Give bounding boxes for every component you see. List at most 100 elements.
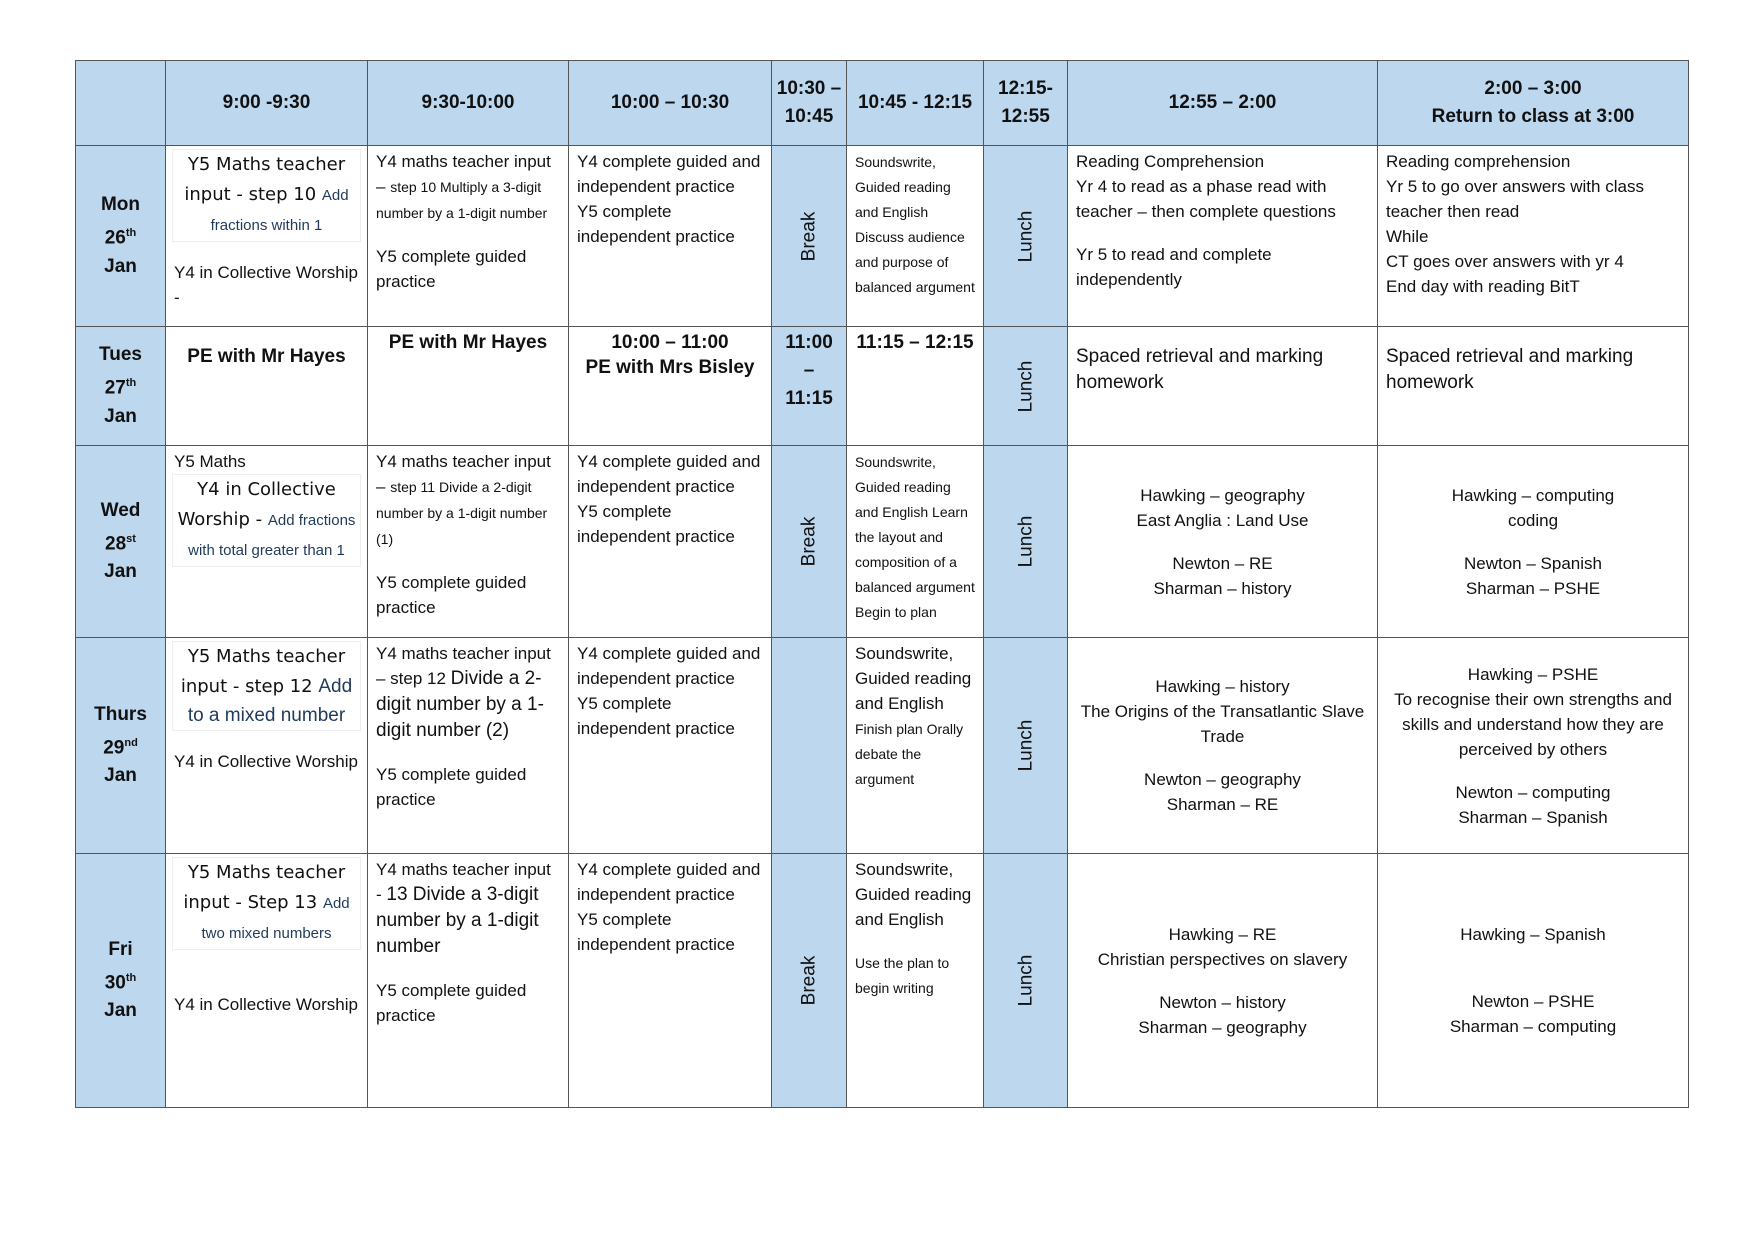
lesson-text: Sharman – Spanish bbox=[1386, 805, 1680, 830]
lesson-cell: Hawking – PSHE To recognise their own str… bbox=[1377, 637, 1689, 854]
blank-cell bbox=[771, 637, 847, 854]
text-run: Y5 Maths teacher input - step 10 bbox=[184, 154, 346, 205]
text-run: Sharman – history bbox=[1153, 578, 1292, 598]
lesson-cell: PE with Mr Hayes bbox=[165, 326, 368, 446]
text-run: Y5 Maths bbox=[174, 452, 246, 471]
lesson-text: Y5 complete guided practice bbox=[376, 762, 560, 812]
day-cell: Fri 30th Jan bbox=[75, 853, 166, 1108]
text-run: PE with Mr Hayes bbox=[388, 332, 548, 353]
text-run: Reading comprehension bbox=[1386, 152, 1571, 171]
lesson-text: Sharman – computing bbox=[1386, 1014, 1680, 1039]
day-name: Tues bbox=[99, 344, 142, 366]
lesson-text: While bbox=[1386, 224, 1680, 249]
day-cell: Thurs 29nd Jan bbox=[75, 637, 166, 854]
day-row: Tues 27th Jan PE with Mr Hayes PE with Mr Ha… bbox=[75, 326, 1689, 446]
text-run: Y4 in Collective Worship bbox=[174, 752, 358, 771]
lesson-text: Y5 complete independent practice bbox=[577, 907, 763, 957]
text-run: Y5 complete independent practice bbox=[577, 202, 735, 246]
lesson-text: Christian perspectives on slavery bbox=[1076, 947, 1369, 972]
text-run: Y4 maths teacher input - bbox=[376, 860, 551, 904]
time-slot-header: 9:00 -9:30 bbox=[165, 60, 368, 146]
band-label: Lunch bbox=[1015, 719, 1036, 772]
lesson-cell: Hawking – computing coding Newton – Spanis… bbox=[1377, 445, 1689, 638]
lesson-text: PE with Mr Hayes bbox=[174, 344, 359, 369]
text-run: Y4 maths teacher input – bbox=[376, 452, 551, 496]
text-run: Soundswrite, Guided reading and English bbox=[855, 860, 972, 929]
day-name: Thurs bbox=[94, 703, 147, 725]
lesson-text: Y5 complete independent practice bbox=[577, 199, 763, 249]
time-slot-header: 10:45 - 12:15 bbox=[846, 60, 984, 146]
text-run: Divide a 2-digit number by a 1-digit num… bbox=[376, 668, 544, 741]
text-run: End day with reading BitT bbox=[1386, 277, 1580, 296]
timetable: 9:00 -9:30 9:30-10:00 10:00 – 10:30 10:30 –… bbox=[75, 60, 1689, 1108]
lesson-text: Y4 complete guided and independent pract… bbox=[577, 149, 763, 199]
lesson-text: Y4 maths teacher input – step 11 Divide … bbox=[376, 449, 560, 552]
text-run: coding bbox=[1507, 510, 1559, 530]
text-run: CT goes over answers with yr 4 bbox=[1386, 252, 1624, 271]
lesson-cell: Soundswrite, Guided reading and English U… bbox=[846, 853, 984, 1108]
lesson-text: End day with reading BitT bbox=[1386, 274, 1680, 299]
break-time-label: – bbox=[803, 360, 815, 381]
text-run: PE with Mrs Bisley bbox=[585, 357, 755, 378]
lesson-text: Newton – Spanish bbox=[1386, 551, 1680, 576]
day-month: Jan bbox=[104, 255, 137, 277]
text-run: Y5 Maths teacher input - step 12 bbox=[180, 646, 346, 697]
lesson-text: Y5 Maths teacher input - Step 13 Add two… bbox=[172, 857, 361, 950]
lesson-cell: Reading Comprehension Yr 4 to read as a p… bbox=[1067, 145, 1378, 327]
lesson-cell: Hawking – RE Christian perspectives on sl… bbox=[1067, 853, 1378, 1108]
text-run: Spaced retrieval and marking homework bbox=[1076, 346, 1324, 393]
day-row: Fri 30th Jan Y5 Maths teacher input - Step … bbox=[75, 853, 1689, 1108]
lesson-text: Spaced retrieval and marking homework bbox=[1386, 344, 1680, 396]
lesson-text: Y4 in Collective Worship bbox=[174, 992, 359, 1017]
lesson-cell: Soundswrite, Guided reading and English F… bbox=[846, 637, 984, 854]
lesson-text: Y5 Maths teacher input - step 12 Add to … bbox=[172, 641, 361, 731]
day-date: 29nd bbox=[84, 729, 157, 762]
text-run: PE with Mr Hayes bbox=[187, 346, 346, 367]
time-slot-label: 12:55 – 2:00 bbox=[1168, 92, 1277, 113]
lesson-text: Y5 Maths bbox=[174, 449, 359, 474]
date-suffix: st bbox=[126, 532, 136, 545]
date-number: 30 bbox=[104, 972, 126, 994]
lesson-text: coding bbox=[1386, 508, 1680, 533]
text-run: Hawking – history bbox=[1155, 677, 1290, 696]
lesson-cell: 11:15 – 12:15 bbox=[846, 326, 984, 446]
lesson-text: Y4 complete guided and independent pract… bbox=[577, 857, 763, 907]
band-label: Lunch bbox=[1015, 210, 1036, 262]
text-run: While bbox=[1386, 227, 1429, 246]
lesson-text: 11:15 – 12:15 bbox=[855, 330, 975, 355]
day-cell: Tues 27th Jan bbox=[75, 326, 166, 446]
text-run: Y4 complete guided and independent pract… bbox=[577, 452, 761, 496]
text-run: Hawking – Spanish bbox=[1460, 925, 1606, 944]
time-slot-header: 2:00 – 3:00 Return to class at 3:00 bbox=[1377, 60, 1689, 146]
lesson-text: Y4 maths teacher input - 13 Divide a 3-d… bbox=[376, 857, 560, 960]
lesson-text: Soundswrite, Guided reading and English … bbox=[855, 149, 975, 299]
break-cell: Break bbox=[771, 445, 847, 638]
lesson-text: Y5 complete independent practice bbox=[577, 499, 763, 549]
header-corner bbox=[75, 60, 166, 146]
lesson-text: Reading comprehension bbox=[1386, 149, 1680, 174]
text-run: Y4 in Collective Worship - bbox=[177, 479, 336, 530]
lesson-text: Y4 in Collective Worship - bbox=[174, 260, 359, 310]
text-run: Hawking – RE bbox=[1168, 924, 1277, 944]
lesson-cell: Y4 maths teacher input – step 10 Multipl… bbox=[367, 145, 569, 327]
lesson-cell: Y4 complete guided and independent pract… bbox=[568, 637, 772, 854]
text-run: Sharman – geography bbox=[1138, 1017, 1307, 1037]
lesson-text: Newton – geography bbox=[1076, 767, 1369, 792]
date-number: 26 bbox=[104, 227, 126, 249]
lesson-text: To recognise their own strengths and ski… bbox=[1386, 687, 1680, 762]
lesson-cell: Y4 complete guided and independent pract… bbox=[568, 445, 772, 638]
lesson-text: Y5 Maths teacher input - step 10 Add fra… bbox=[172, 149, 361, 242]
lesson-text: Y4 maths teacher input – step 10 Multipl… bbox=[376, 149, 560, 226]
time-slot-header: 10:30 – 10:45 bbox=[771, 60, 847, 146]
lesson-text: Y5 complete guided practice bbox=[376, 244, 560, 294]
date-number: 28 bbox=[105, 533, 127, 555]
lesson-text: Newton – RE bbox=[1076, 551, 1369, 576]
text-run: Sharman – RE bbox=[1166, 795, 1279, 814]
lesson-cell: Y5 Maths Y4 in Collective Worship - Add f… bbox=[165, 445, 368, 638]
text-run: Y5 complete independent practice bbox=[577, 694, 735, 738]
text-run: Y5 complete guided practice bbox=[376, 765, 527, 809]
day-row: Wed 28st Jan Y5 Maths Y4 in Collective Worsh… bbox=[75, 445, 1689, 638]
text-run: Soundswrite, Guided reading and English … bbox=[855, 154, 975, 295]
text-run: Spaced retrieval and marking homework bbox=[1386, 346, 1634, 393]
day-date: 26th bbox=[84, 219, 157, 252]
